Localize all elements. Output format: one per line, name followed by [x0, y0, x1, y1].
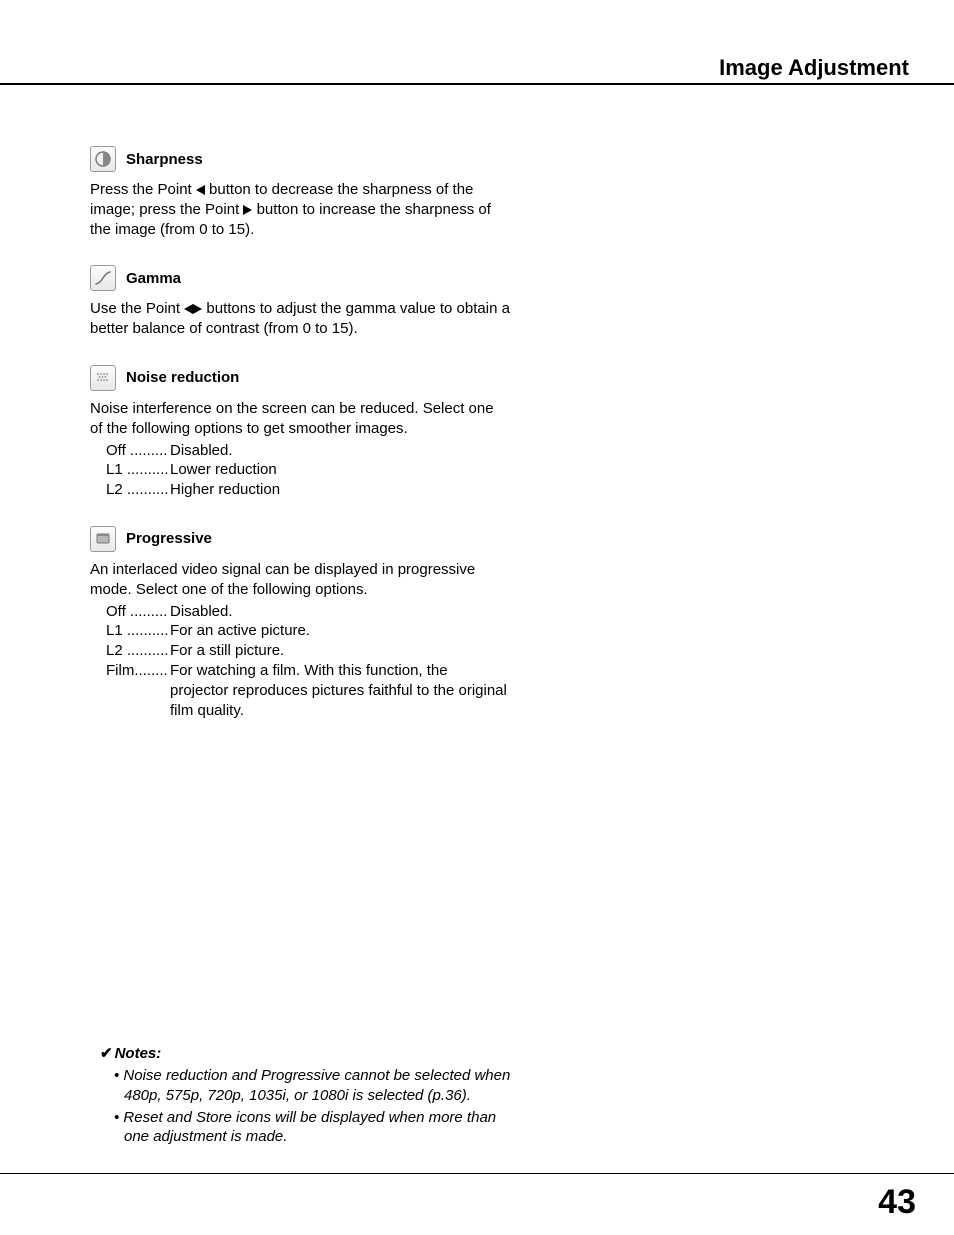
- footer-rule: [0, 1173, 954, 1174]
- sharpness-icon: [90, 146, 116, 172]
- option-row: Film........ For watching a film. With t…: [106, 661, 510, 720]
- body-text: Noise interference on the screen can be …: [90, 400, 494, 437]
- option-key: Film........: [106, 661, 170, 720]
- option-key: Off .........: [106, 602, 170, 622]
- option-row: L2 .......... For a still picture.: [106, 641, 510, 661]
- section-gamma: Gamma Use the Point buttons to adjust th…: [90, 265, 510, 339]
- section-header: Noise reduction: [90, 365, 510, 391]
- note-item: • Reset and Store icons will be displaye…: [114, 1108, 520, 1148]
- option-row: L2 .......... Higher reduction: [106, 480, 510, 500]
- main-content: Sharpness Press the Point button to decr…: [90, 146, 510, 746]
- notes-list: • Noise reduction and Progressive cannot…: [100, 1066, 520, 1147]
- page-header: Image Adjustment: [0, 55, 954, 81]
- progressive-icon: [90, 526, 116, 552]
- option-row: Off ......... Disabled.: [106, 441, 510, 461]
- section-header: Sharpness: [90, 146, 510, 172]
- option-key: L2 ..........: [106, 480, 170, 500]
- section-progressive: Progressive An interlaced video signal c…: [90, 526, 510, 720]
- point-left-icon: [196, 185, 205, 195]
- option-desc: For a still picture.: [170, 641, 510, 661]
- section-title: Noise reduction: [126, 369, 239, 386]
- noise-reduction-icon: [90, 365, 116, 391]
- option-key: Off .........: [106, 441, 170, 461]
- section-header: Gamma: [90, 265, 510, 291]
- note-text: Noise reduction and Progressive cannot b…: [123, 1067, 510, 1104]
- section-body: Use the Point buttons to adjust the gamm…: [90, 299, 510, 339]
- option-desc: Disabled.: [170, 441, 510, 461]
- gamma-icon: [90, 265, 116, 291]
- option-row: L1 .......... Lower reduction: [106, 460, 510, 480]
- option-desc: For watching a film. With this function,…: [170, 661, 510, 720]
- section-title: Progressive: [126, 530, 212, 547]
- notes-block: ✔Notes: • Noise reduction and Progressiv…: [100, 1044, 520, 1147]
- section-noise-reduction: Noise reduction Noise interference on th…: [90, 365, 510, 500]
- section-sharpness: Sharpness Press the Point button to decr…: [90, 146, 510, 239]
- body-text: Press the Point: [90, 181, 196, 198]
- section-header: Progressive: [90, 526, 510, 552]
- point-right-icon: [193, 304, 202, 314]
- header-title: Image Adjustment: [719, 55, 909, 80]
- header-rule: [0, 83, 954, 85]
- option-key: L2 ..........: [106, 641, 170, 661]
- note-item: • Noise reduction and Progressive cannot…: [114, 1066, 520, 1106]
- option-desc: Higher reduction: [170, 480, 510, 500]
- section-body: Noise interference on the screen can be …: [90, 399, 510, 500]
- option-desc: Lower reduction: [170, 460, 510, 480]
- section-title: Sharpness: [126, 151, 203, 168]
- option-row: Off ......... Disabled.: [106, 602, 510, 622]
- body-text: An interlaced video signal can be displa…: [90, 561, 475, 598]
- check-icon: ✔: [100, 1045, 113, 1062]
- option-row: L1 .......... For an active picture.: [106, 621, 510, 641]
- note-text: Reset and Store icons will be displayed …: [123, 1109, 496, 1146]
- option-list: Off ......... Disabled. L1 .......... Lo…: [90, 441, 510, 500]
- notes-heading: ✔Notes:: [100, 1044, 520, 1062]
- option-key: L1 ..........: [106, 621, 170, 641]
- body-text: Use the Point: [90, 300, 184, 317]
- section-title: Gamma: [126, 270, 181, 287]
- point-left-icon: [184, 304, 193, 314]
- page-number: 43: [878, 1183, 916, 1222]
- option-desc: For an active picture.: [170, 621, 510, 641]
- option-desc: Disabled.: [170, 602, 510, 622]
- notes-heading-text: Notes:: [115, 1045, 162, 1062]
- section-body: An interlaced video signal can be displa…: [90, 560, 510, 720]
- option-list: Off ......... Disabled. L1 .......... Fo…: [90, 602, 510, 721]
- option-key: L1 ..........: [106, 460, 170, 480]
- section-body: Press the Point button to decrease the s…: [90, 180, 510, 239]
